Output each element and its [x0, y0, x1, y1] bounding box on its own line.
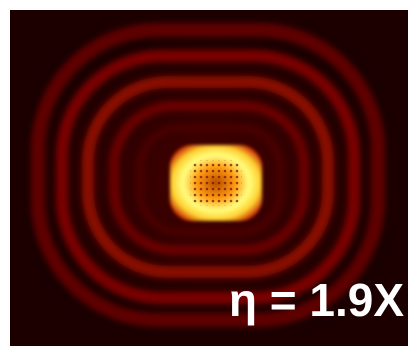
core-texture: [190, 160, 242, 206]
page: Intensity image {"annotation": "η = 1.9X…: [0, 0, 416, 352]
annotation: η = 1.9X: [229, 274, 404, 326]
image: η = 1.9X: [0, 0, 416, 352]
body: η = 1.9X (() => { const data = JSON.pars…: [0, 0, 416, 352]
